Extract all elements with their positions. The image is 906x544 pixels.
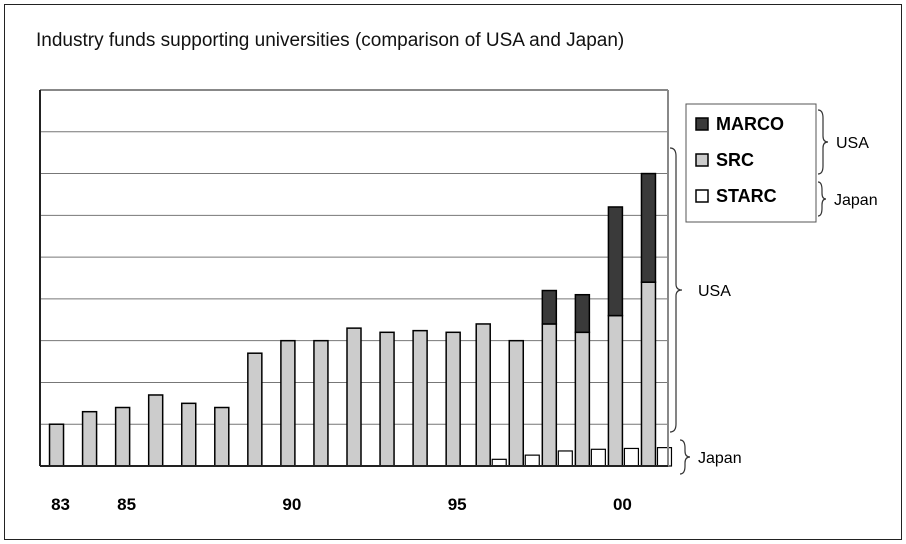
legend: MARCO SRC STARC USA Japan [685,103,878,223]
bar-src [313,339,329,467]
bar-marco [541,289,558,325]
axes [39,89,669,467]
japan-range-label: Japan [698,450,742,467]
bar-marco [574,293,591,334]
bar-src [147,394,164,467]
braces: USA Japan [669,109,829,475]
x-tick-labels: 83 85 90 95 00 [51,495,632,514]
legend-label-marco: MARCO [716,114,784,134]
bar-src [640,281,657,467]
legend-japan-label: Japan [834,192,878,209]
bar-marco [640,172,657,283]
japan-range-brace [679,439,691,475]
bar-src [346,327,362,467]
legend-swatch-src [695,153,709,167]
bar-src [475,323,491,467]
bar-starc [491,458,507,467]
legend-usa-brace [817,109,829,175]
x-tick-label: 83 [51,495,70,514]
bars [48,172,673,467]
bar-starc [524,454,540,467]
bar-src [280,339,296,467]
bar-src [180,402,197,467]
chart-title: Industry funds supporting universities (… [36,30,625,51]
legend-swatch-starc [695,189,709,203]
bar-starc [590,448,606,467]
bar-src [412,329,428,467]
x-tick-label: 85 [117,495,136,514]
legend-japan-brace [817,181,827,217]
bar-src [607,314,624,467]
bar-starc [557,450,573,467]
bar-src [214,406,230,467]
bar-src [81,410,98,467]
bar-src [48,423,65,467]
legend-usa-label: USA [836,135,869,152]
legend-swatch-marco [695,117,709,131]
bar-src [247,352,263,467]
bar-src [508,339,525,467]
bar-src [541,323,558,467]
bar-marco [607,206,624,317]
legend-label-src: SRC [716,150,754,170]
bar-starc [623,447,640,467]
x-tick-label: 95 [448,495,467,514]
usa-range-label: USA [698,283,731,300]
bar-src [114,406,131,467]
usa-range-brace [669,147,683,433]
x-tick-label: 00 [613,495,632,514]
bar-src [379,331,395,467]
bar-src [574,331,591,467]
legend-label-starc: STARC [716,186,777,206]
x-tick-label: 90 [282,495,301,514]
bar-src [445,331,461,467]
bar-starc [656,447,673,467]
